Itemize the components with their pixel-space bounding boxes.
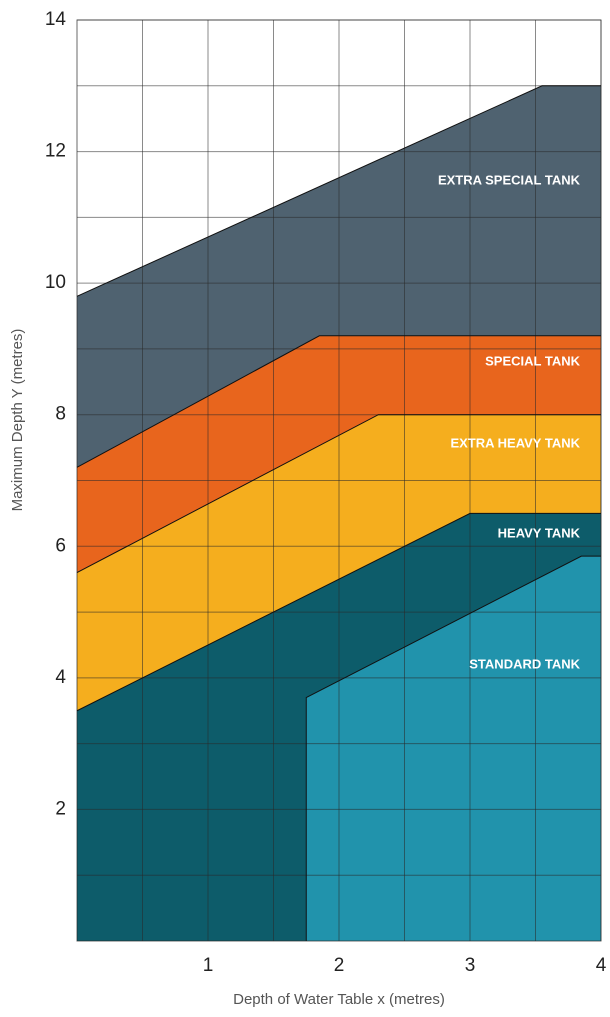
region-edge	[305, 555, 601, 941]
region-edge	[76, 335, 601, 468]
y-tick-label: 10	[45, 272, 66, 293]
grid	[76, 19, 602, 942]
region	[306, 556, 601, 941]
region-edge	[76, 414, 601, 574]
edges	[76, 85, 601, 941]
region-label: STANDARD TANK	[469, 656, 580, 671]
y-tick-label: 8	[55, 404, 66, 425]
region-label: EXTRA SPECIAL TANK	[438, 172, 581, 187]
region-label: EXTRA HEAVY TANK	[450, 435, 580, 450]
y-tick-label: 6	[55, 535, 66, 556]
x-tick-label: 3	[465, 955, 476, 976]
region-edge	[76, 512, 601, 712]
region-label: SPECIAL TANK	[485, 353, 580, 368]
y-tick-label: 4	[55, 667, 66, 688]
y-axis-title: Maximum Depth Y (metres)	[9, 329, 26, 512]
plot-frame	[76, 19, 602, 942]
x-tick-label: 4	[596, 955, 607, 976]
region-label: HEAVY TANK	[498, 525, 581, 540]
x-axis-title: Depth of Water Table x (metres)	[233, 991, 445, 1008]
y-tick-label: 14	[45, 9, 67, 30]
x-tick-label: 1	[203, 955, 214, 976]
x-tick-label: 2	[334, 955, 345, 976]
region-edge	[76, 85, 601, 297]
y-tick-label: 12	[45, 141, 66, 162]
y-tick-label: 2	[55, 798, 66, 819]
